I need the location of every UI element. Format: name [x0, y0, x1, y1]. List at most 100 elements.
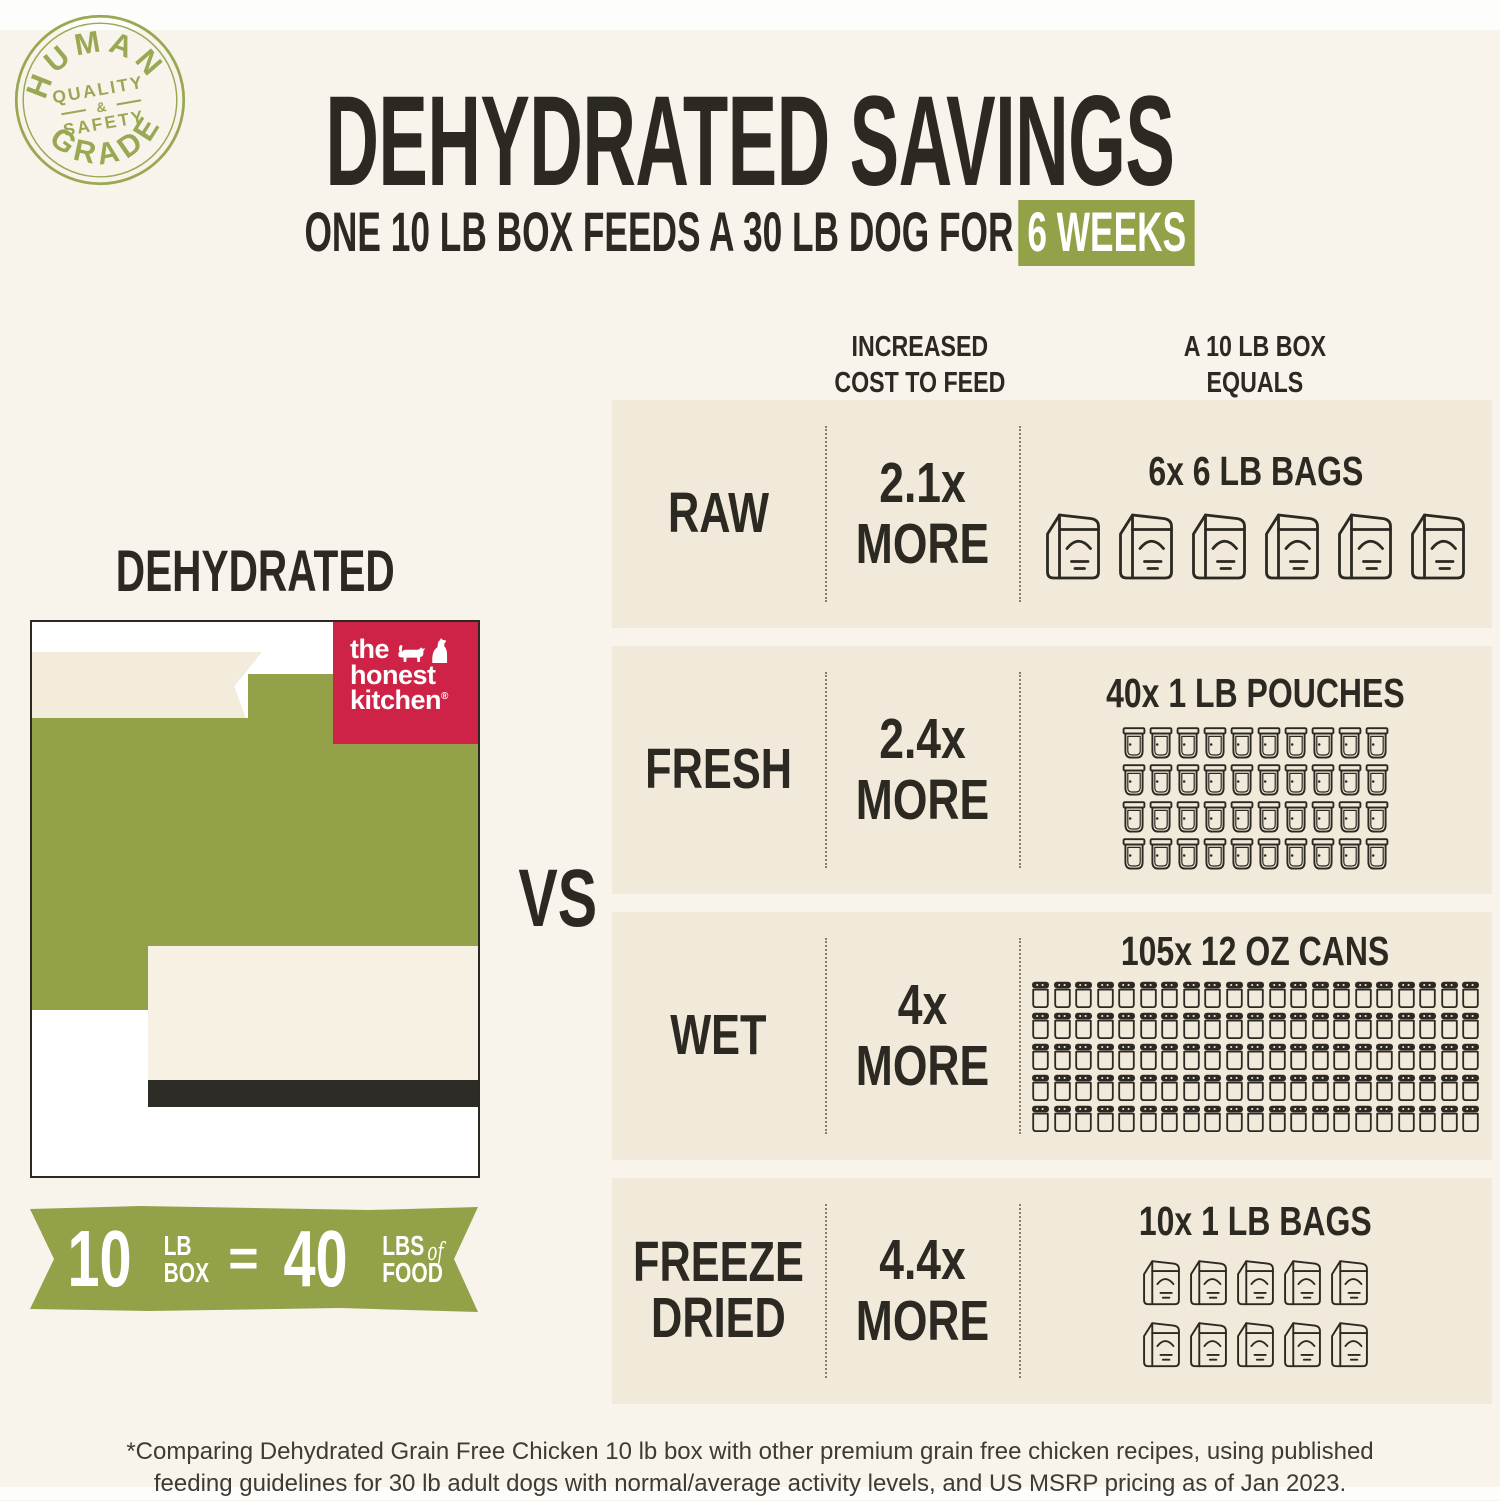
can-icon [1440, 1012, 1459, 1040]
human-grade-badge: HUMAN GRADE QUALITY & SAFETY [8, 8, 192, 192]
can-icon [1311, 1012, 1330, 1040]
can-icon [1354, 1012, 1373, 1040]
can-icon [1225, 1105, 1244, 1133]
row-multiplier: 4.4x [878, 1228, 966, 1293]
pouch-icon [1176, 727, 1200, 760]
dotted-divider [825, 672, 827, 868]
dog-icon [432, 637, 448, 663]
subtitle-text: ONE 10 LB BOX FEEDS A 30 LB DOG FOR [304, 200, 1014, 263]
dotted-divider [1019, 426, 1021, 602]
can-icon [1418, 981, 1437, 1009]
logo-kitchen: kitchen [350, 685, 442, 716]
pouch-icon [1203, 764, 1227, 797]
row-multiplier: 2.4x [878, 707, 966, 772]
can-icon [1160, 1105, 1179, 1133]
can-icon [1375, 1012, 1394, 1040]
row-more-text: MORE [855, 1289, 989, 1353]
can-icon [1096, 1043, 1115, 1071]
can-icon [1268, 1012, 1287, 1040]
can-icon [1440, 1105, 1459, 1133]
bag-icon [1235, 1257, 1276, 1307]
can-icon [1117, 981, 1136, 1009]
pouch-icon [1365, 801, 1389, 834]
can-icon [1031, 1012, 1050, 1040]
can-icon [1160, 1074, 1179, 1102]
can-icon [1354, 1043, 1373, 1071]
dehydrated-label: DEHYDRATED [115, 539, 395, 604]
can-icon [1375, 1074, 1394, 1102]
pouch-icon [1122, 801, 1146, 834]
can-icon [1203, 1012, 1222, 1040]
pouch-icon [1311, 727, 1335, 760]
cat-icon [398, 644, 426, 662]
can-icon [1268, 1043, 1287, 1071]
logo-honest: honest [350, 659, 436, 690]
fresh-pouches-icon-grid [1122, 727, 1389, 871]
can-icon [1203, 1043, 1222, 1071]
can-icon [1031, 1074, 1050, 1102]
can-icon [1289, 1012, 1308, 1040]
pouch-icon [1149, 727, 1173, 760]
banner-qty-40: 40 [283, 1214, 348, 1303]
pouch-icon [1176, 838, 1200, 871]
banner-equals: = [228, 1230, 259, 1288]
can-icon [1225, 981, 1244, 1009]
can-icon [1397, 1074, 1416, 1102]
bag-icon [1329, 1257, 1370, 1307]
can-icon [1332, 1012, 1351, 1040]
top-margin [0, 0, 1500, 30]
row-equals-label: 10x 1 LB BAGS [1139, 1198, 1372, 1244]
dotted-divider [825, 426, 827, 602]
can-icon [1440, 1074, 1459, 1102]
row-label: WET [670, 1003, 767, 1068]
can-icon [1053, 1074, 1072, 1102]
bag-icon [1141, 1257, 1182, 1307]
badge-seal-icon: HUMAN GRADE QUALITY & SAFETY [12, 14, 186, 186]
can-icon [1289, 981, 1308, 1009]
can-icon [1246, 981, 1265, 1009]
row-more-text: MORE [855, 512, 989, 576]
can-icon [1397, 1105, 1416, 1133]
bag-icon [1282, 1319, 1323, 1369]
pouch-icon [1257, 838, 1281, 871]
dotted-divider [825, 1204, 827, 1378]
box-dark-bar [148, 1080, 478, 1107]
bag-icon [1116, 509, 1176, 582]
pouch-icon [1230, 838, 1254, 871]
ribbon-icon [30, 1206, 478, 1312]
subtitle-highlight: 6 WEEKS [1018, 200, 1196, 266]
banner-food: FOOD [381, 1257, 443, 1289]
row-more-text: MORE [855, 768, 989, 832]
bag-icon [1141, 1319, 1182, 1369]
can-icon [1461, 1012, 1480, 1040]
raw-bags-icon-grid [1043, 509, 1468, 582]
can-icon [1225, 1012, 1244, 1040]
footnote-line2: feeding guidelines for 30 lb adult dogs … [153, 1470, 1347, 1498]
can-icon [1096, 1074, 1115, 1102]
row-multiplier: 4x [897, 973, 947, 1038]
pouch-icon [1122, 764, 1146, 797]
pouch-icon [1257, 801, 1281, 834]
pouch-icon [1149, 764, 1173, 797]
can-icon [1203, 1074, 1222, 1102]
can-icon [1461, 981, 1480, 1009]
can-icon [1053, 981, 1072, 1009]
banner-qty-10: 10 [67, 1214, 132, 1303]
pouch-icon [1122, 838, 1146, 871]
bag-icon [1262, 509, 1322, 582]
banner-lb: LB [163, 1229, 192, 1261]
row-raw: RAW 2.1x MORE 6x 6 LB BAGS [612, 400, 1492, 628]
row-fresh: FRESH 2.4x MORE 40x 1 LB POUCHES [612, 646, 1492, 894]
can-icon [1418, 1105, 1437, 1133]
can-icon [1375, 1043, 1394, 1071]
can-icon [1053, 1012, 1072, 1040]
row-more-text: MORE [855, 1034, 989, 1098]
row-multiplier: 2.1x [878, 451, 966, 516]
pouch-icon [1311, 801, 1335, 834]
can-icon [1225, 1074, 1244, 1102]
can-icon [1182, 1043, 1201, 1071]
can-icon [1332, 1043, 1351, 1071]
can-icon [1289, 1074, 1308, 1102]
can-icon [1031, 1043, 1050, 1071]
pouch-icon [1257, 764, 1281, 797]
